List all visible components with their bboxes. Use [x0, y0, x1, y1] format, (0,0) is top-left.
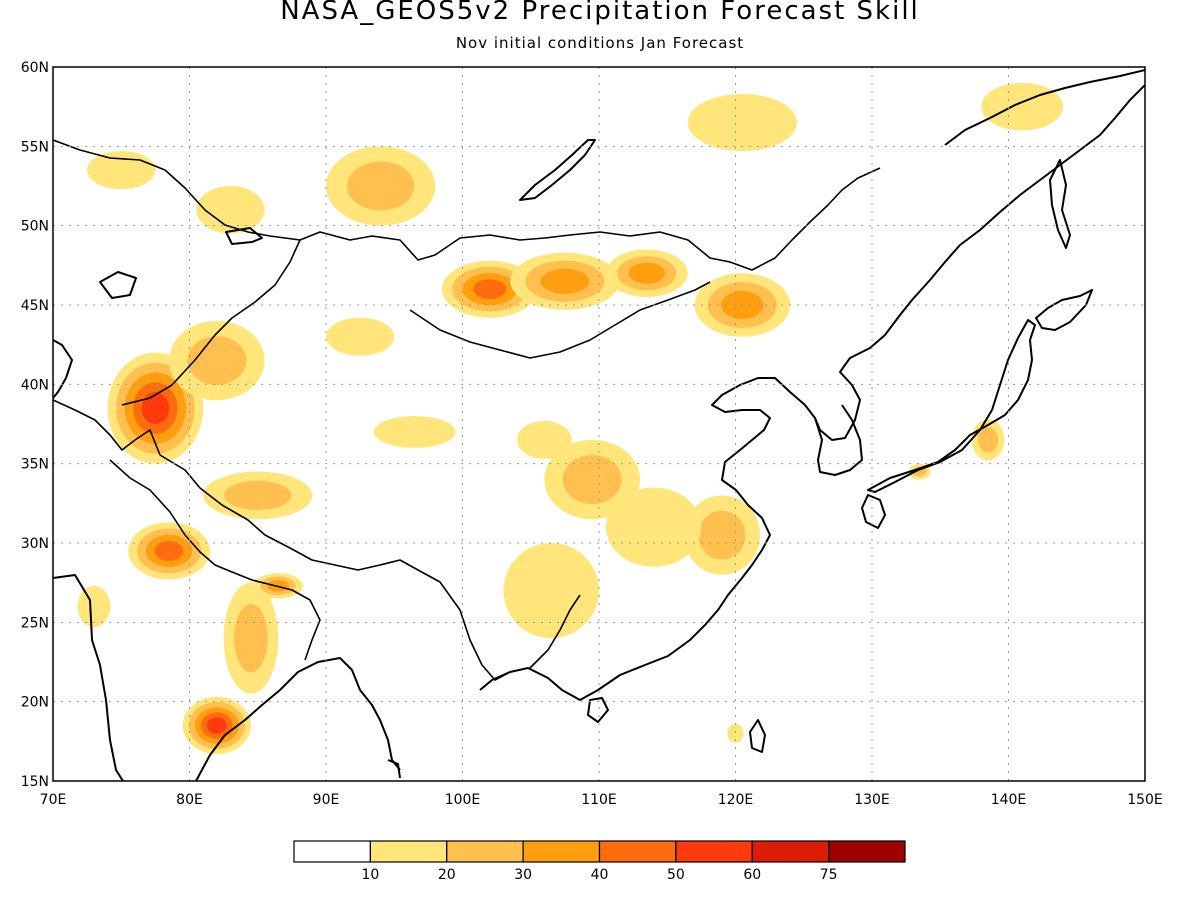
lat-tick-label: 50N — [21, 219, 49, 235]
lat-tick-label: 15N — [21, 774, 49, 790]
skill-region-18-level-1 — [605, 487, 702, 567]
skill-region-8-level-4 — [473, 279, 507, 300]
skill-region-2-level-5 — [207, 717, 227, 734]
coastline-hainan — [587, 697, 609, 723]
lon-tick-label: 150E — [1127, 792, 1163, 808]
map-title: NASA_GEOS5v2 Precipitation Forecast Skil… — [280, 0, 920, 26]
legend-label: 20 — [438, 867, 456, 883]
legend-label: 75 — [820, 867, 838, 883]
coastline-sakhalin — [1049, 159, 1071, 249]
lat-tick-label: 20N — [21, 695, 49, 711]
skill-region-23-level-1 — [196, 186, 265, 234]
lat-tick-label: 25N — [21, 615, 49, 631]
skill-region-7-level-2 — [347, 161, 415, 211]
skill-region-9-level-3 — [540, 268, 590, 294]
map-frame — [52, 66, 1146, 782]
skill-region-3-level-2 — [234, 604, 268, 673]
skill-region-14-level-1 — [326, 317, 395, 356]
coastline-aral — [99, 271, 137, 299]
skill-region-4-level-2 — [187, 336, 247, 385]
legend-swatch — [522, 840, 601, 863]
coastline-caspian — [53, 339, 73, 399]
border-china-north — [121, 167, 881, 406]
skill-region-20-level-1 — [687, 93, 797, 152]
lat-tick-label: 55N — [21, 139, 49, 155]
lat-tick-label: 30N — [21, 536, 49, 552]
coastline-baikal — [519, 139, 596, 201]
coastline-taiwan — [749, 719, 766, 753]
legend-swatch — [675, 840, 753, 863]
coastline-japan-honshu — [867, 319, 1036, 493]
skill-region-15-level-1 — [517, 420, 572, 459]
latitude-axis: 15N 20N 25N 30N 35N 40N 45N 50N 55N 60N — [21, 60, 49, 790]
skill-region-0-level-5 — [141, 392, 170, 424]
skill-region-10-level-3 — [628, 262, 665, 284]
border-himalaya — [159, 454, 419, 571]
legend-label: 30 — [514, 867, 532, 883]
skill-region-25-level-1 — [727, 723, 744, 743]
coastline-srilanka — [387, 759, 401, 779]
coastline-japan-kyushu — [861, 494, 886, 529]
skill-region-5-level-2 — [224, 480, 292, 511]
legend-label: 50 — [667, 867, 685, 883]
skill-region-19-level-1 — [503, 543, 599, 639]
coastline-balkhash — [225, 227, 263, 245]
lon-tick-label: 100E — [445, 792, 481, 808]
legend-swatch — [446, 840, 524, 863]
legend-swatch — [293, 840, 371, 863]
map-subtitle: Nov initial conditions Jan Forecast — [455, 34, 745, 52]
legend-swatch — [828, 840, 906, 863]
skill-region-21-level-1 — [981, 82, 1064, 131]
lon-tick-label: 110E — [581, 792, 617, 808]
lon-tick-label: 140E — [991, 792, 1027, 808]
lat-tick-label: 40N — [21, 377, 49, 393]
legend-swatch — [598, 840, 677, 863]
border-india-north — [109, 459, 321, 661]
border-russia-kaz — [53, 139, 301, 241]
skill-region-24-level-1 — [77, 585, 111, 628]
skill-region-13-level-1 — [373, 416, 456, 448]
skill-region-17-level-2 — [977, 427, 999, 453]
lon-tick-label: 70E — [40, 792, 67, 808]
coastline-okhotsk — [944, 69, 1145, 146]
coastline-layer — [53, 69, 1145, 781]
longitude-axis: 70E 80E 90E 100E 110E 120E 130E 140E 150E — [40, 792, 1163, 808]
skill-region-16-level-2 — [698, 510, 746, 560]
coastline-korea — [814, 404, 863, 476]
legend-swatch — [751, 840, 830, 863]
legend-label: 60 — [743, 867, 761, 883]
legend-label: 40 — [591, 867, 609, 883]
coastline-mainland — [53, 84, 1145, 781]
graticule — [53, 67, 1145, 781]
border-mongolia-south — [409, 281, 711, 359]
lon-tick-label: 130E — [854, 792, 890, 808]
legend-swatch — [369, 840, 448, 863]
border-southeast-asia — [417, 569, 581, 681]
lat-tick-label: 35N — [21, 457, 49, 473]
lat-tick-label: 60N — [21, 60, 49, 76]
border-central-asia — [53, 399, 161, 456]
lon-tick-label: 120E — [718, 792, 754, 808]
lat-tick-label: 45N — [21, 298, 49, 314]
skill-region-1-level-4 — [154, 540, 184, 561]
lon-tick-label: 90E — [313, 792, 340, 808]
coastline-japan-hokkaido — [1035, 289, 1093, 331]
lon-tick-label: 80E — [176, 792, 203, 808]
legend-label: 10 — [361, 867, 379, 883]
skill-region-22-level-1 — [87, 151, 156, 190]
skill-shading-layer — [77, 82, 1064, 755]
skill-region-12-level-2 — [562, 455, 622, 504]
color-legend: 10 20 30 40 50 60 75 — [293, 840, 906, 883]
